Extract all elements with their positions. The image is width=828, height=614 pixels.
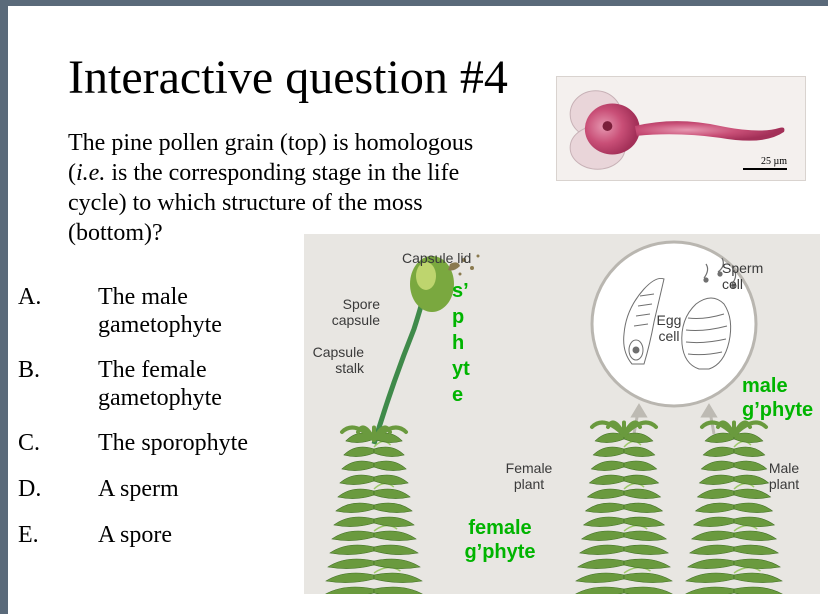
option-letter: D.	[18, 476, 58, 504]
label-capsule-stalk: Capsule stalk	[304, 344, 364, 376]
label-capsule-lid: Capsule lid	[402, 250, 471, 266]
option-text: The sporophyte	[58, 430, 308, 458]
option-text: The male gametophyte	[58, 284, 308, 339]
label-sperm-cell: Sperm cell	[722, 260, 772, 292]
question-text: The pine pollen grain (top) is homologou…	[68, 128, 488, 248]
scale-line	[743, 168, 787, 170]
slide-title: Interactive question #4	[68, 50, 508, 105]
green-label-male-gphyte: maleg’phyte	[742, 374, 822, 422]
answer-options: A. The male gametophyte B. The female ga…	[18, 284, 308, 567]
pollen-micrograph: 25 µm	[556, 76, 806, 181]
option-letter: B.	[18, 357, 58, 412]
option-d[interactable]: D. A sperm	[18, 476, 308, 504]
label-male-plant: Male plant	[754, 460, 814, 492]
scale-text: 25 µm	[761, 156, 787, 167]
option-a[interactable]: A. The male gametophyte	[18, 284, 308, 339]
option-letter: E.	[18, 522, 58, 550]
label-female-plant: Female plant	[494, 460, 564, 492]
label-egg-cell: Egg cell	[649, 312, 689, 344]
green-label-female-gphyte: femaleg’phyte	[430, 516, 570, 564]
scale-bar: 25 µm	[743, 156, 787, 170]
label-spore-capsule: Spore capsule	[310, 296, 380, 328]
option-text: The female gametophyte	[58, 357, 308, 412]
option-e[interactable]: E. A spore	[18, 522, 308, 550]
option-text: A spore	[58, 522, 308, 550]
option-b[interactable]: B. The female gametophyte	[18, 357, 308, 412]
slide: Interactive question #4 The pine pollen …	[0, 0, 828, 614]
green-label-sphyte: s’phyte	[452, 278, 472, 408]
option-text: A sperm	[58, 476, 308, 504]
option-c[interactable]: C. The sporophyte	[18, 430, 308, 458]
option-letter: C.	[18, 430, 58, 458]
moss-diagram: Capsule lid Spore capsule Capsule stalk …	[304, 234, 820, 594]
option-letter: A.	[18, 284, 58, 339]
